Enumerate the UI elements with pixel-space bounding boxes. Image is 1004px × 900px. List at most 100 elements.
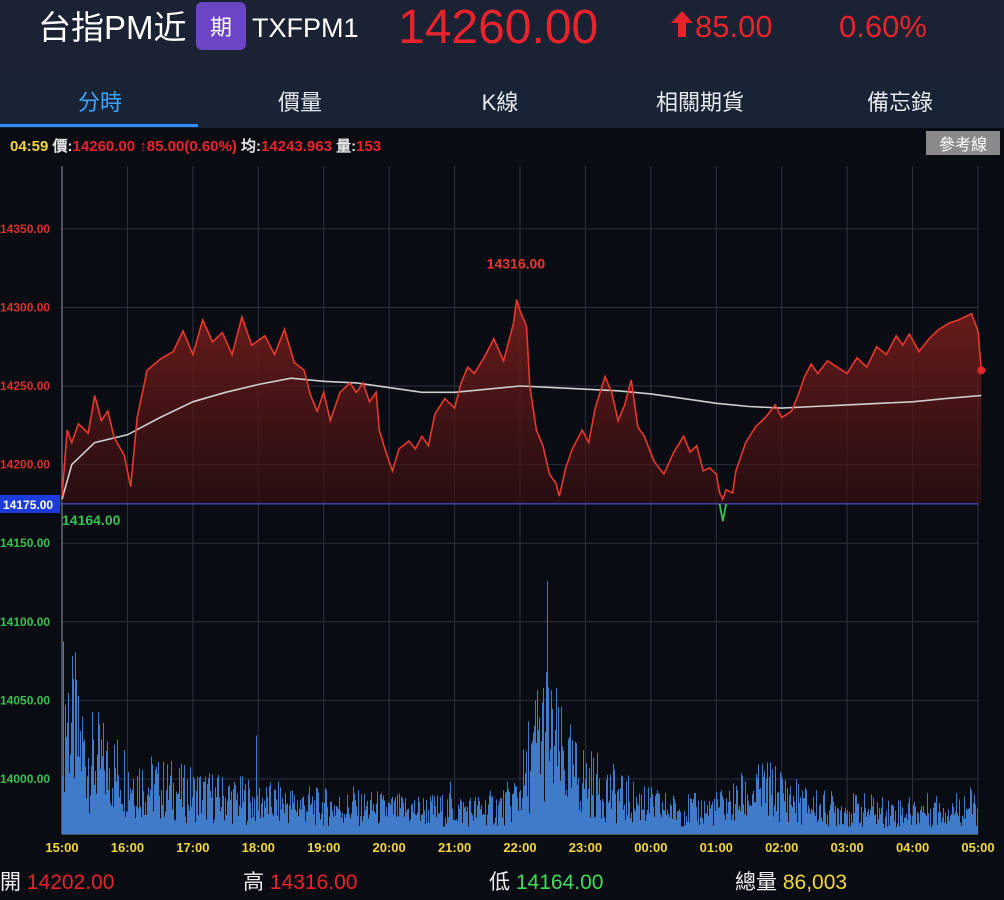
volume-bar xyxy=(210,791,211,834)
tab-intraday[interactable]: 分時 xyxy=(77,90,122,115)
volume-bar xyxy=(542,702,543,834)
volume-bar xyxy=(221,807,222,834)
volume-bar xyxy=(749,805,750,834)
volume-bar xyxy=(736,785,737,834)
volume-bar xyxy=(364,793,365,834)
volume-bar xyxy=(627,815,628,834)
volume-bar xyxy=(822,821,823,834)
volume-bar xyxy=(661,817,662,834)
volume-bar xyxy=(515,786,516,834)
intraday-chart[interactable]: 14350.00 14300.00 14250.00 14200.00 14175.00… xyxy=(0,158,1004,858)
volume-bar xyxy=(616,823,617,834)
volume-bar xyxy=(526,751,527,834)
price-line xyxy=(61,299,983,502)
volume-bar xyxy=(719,806,720,834)
volume-bar xyxy=(249,788,250,834)
volume-bar xyxy=(571,787,572,834)
volume-bar xyxy=(706,813,707,834)
volume-bar xyxy=(461,801,462,834)
volume-bar xyxy=(478,796,479,834)
volume-bar xyxy=(437,795,438,834)
reference-line-button[interactable]: 參考線 xyxy=(926,131,1000,155)
volume-bar xyxy=(334,805,335,834)
volume-bar xyxy=(175,820,176,834)
x-tick-label: 23:00 xyxy=(569,840,602,855)
volume-bar xyxy=(379,821,380,834)
volume-bar xyxy=(549,761,550,834)
volume-bar xyxy=(147,794,148,834)
volume-bar xyxy=(667,809,668,834)
tab-kline[interactable]: K線 xyxy=(481,90,519,115)
volume-bar xyxy=(131,793,132,834)
tab-related-futures[interactable]: 相關期貨 xyxy=(655,90,744,115)
volume-bar xyxy=(594,817,595,834)
volume-bar xyxy=(214,819,215,834)
volume-bar xyxy=(974,794,975,834)
tab-memo[interactable]: 備忘錄 xyxy=(866,90,933,115)
volume-bar xyxy=(194,779,195,834)
volume-bar xyxy=(464,807,465,834)
volume-bar xyxy=(523,749,524,834)
volume-bar xyxy=(409,821,410,834)
volume-bar xyxy=(378,823,379,834)
y-tick-label: 14100.00 xyxy=(0,615,50,629)
volume-bar xyxy=(401,796,402,834)
volume-bar xyxy=(168,799,169,834)
volume-bar xyxy=(593,758,594,834)
volume-bar xyxy=(123,811,124,834)
volume-bar xyxy=(728,802,729,834)
volume-bar xyxy=(166,789,167,834)
volume-bar xyxy=(567,796,568,834)
volume-bar xyxy=(660,813,661,834)
volume-bar xyxy=(428,809,429,834)
volume-bar xyxy=(241,807,242,834)
volume-bar xyxy=(511,822,512,834)
volume-bar xyxy=(453,820,454,834)
volume-bar xyxy=(960,822,961,834)
volume-value: 86,003 xyxy=(782,871,848,894)
volume-bar xyxy=(848,827,849,834)
volume-bar xyxy=(98,712,99,834)
volume-bar xyxy=(196,790,197,834)
volume-bar xyxy=(366,805,367,834)
volume-bar xyxy=(289,805,290,834)
volume-bar xyxy=(458,804,459,834)
volume-bar xyxy=(737,790,738,834)
volume-bar xyxy=(418,796,419,834)
volume-bar xyxy=(807,812,808,834)
volume-bar xyxy=(180,799,181,834)
tab-price-volume[interactable]: 價量 xyxy=(277,90,322,115)
volume-bar xyxy=(949,820,950,834)
last-price-dot xyxy=(977,366,986,375)
volume-bar xyxy=(527,795,528,834)
volume-bar xyxy=(784,801,785,834)
volume-bar xyxy=(635,811,636,834)
volume-bar xyxy=(335,815,336,834)
volume-bar xyxy=(708,815,709,834)
volume-bar xyxy=(921,806,922,834)
volume-bar xyxy=(546,672,547,834)
volume-bar xyxy=(480,809,481,834)
volume-bar xyxy=(114,744,115,834)
volume-bar xyxy=(778,791,779,834)
volume-bar xyxy=(102,756,103,834)
volume-bar xyxy=(344,814,345,834)
volume-bar xyxy=(894,821,895,834)
volume-bar xyxy=(751,806,752,834)
volume-bar xyxy=(451,798,452,834)
volume-bar xyxy=(975,804,976,834)
volume-bar xyxy=(135,818,136,834)
x-tick-label: 18:00 xyxy=(242,840,275,855)
volume-bar xyxy=(268,813,269,834)
volume-bar xyxy=(226,815,227,834)
volume-bar xyxy=(64,791,65,834)
volume-bar xyxy=(915,806,916,834)
volume-bar xyxy=(885,816,886,834)
volume-bar xyxy=(695,793,696,834)
volume-bar xyxy=(426,799,427,834)
volume-bar xyxy=(193,776,194,834)
volume-bar xyxy=(234,781,235,834)
volume-bar xyxy=(188,804,189,834)
volume-bar xyxy=(465,806,466,834)
volume-bar xyxy=(313,813,314,834)
